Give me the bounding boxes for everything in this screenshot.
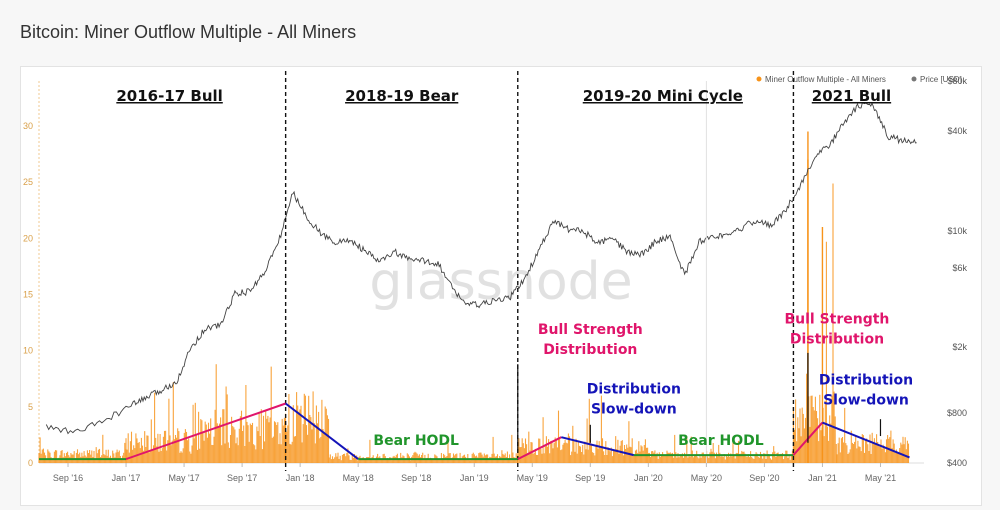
right-axis-tick-label: $400 [947,458,967,468]
trend-overlay-line [561,436,635,457]
x-axis-tick-label: Jan '20 [634,473,663,483]
right-axis-tick-label: $800 [947,408,967,418]
x-axis-tick-label: May '17 [168,473,199,483]
x-axis-tick-label: Jan '19 [460,473,489,483]
x-axis-tick-label: Sep '16 [53,473,83,483]
legend-marker-price [911,76,917,82]
right-axis-tick-label: $80k [947,76,967,86]
annotation-text: Bull Strength [538,322,643,338]
annotation-text: Slow-down [591,401,677,417]
period-label: 2019-20 Mini Cycle [583,87,743,105]
annotation-text: Distribution [587,381,681,397]
legend: Miner Outflow Multiple - All Miners Price… [756,75,962,84]
x-axis-tick-label: May '18 [343,473,374,483]
x-axis-tick-label: Jan '18 [286,473,315,483]
period-label: 2018-19 Bear [345,87,459,105]
left-axis-tick-label: 10 [23,346,33,356]
x-axis-tick-label: Jan '21 [808,473,837,483]
period-label: 2021 Bull [812,87,891,105]
x-axis-tick-label: May '19 [517,473,548,483]
left-axis-tick-label: 20 [23,233,33,243]
right-axis-tick-label: $40k [947,126,967,136]
right-axis-tick-label: $10k [947,226,967,236]
right-axis-tick-label: $6k [952,263,967,273]
trend-overlay-line [822,421,910,459]
left-axis-tick-label: 30 [23,121,33,131]
watermark-text: glassnode [369,252,632,312]
x-axis-tick-label: Sep '17 [227,473,257,483]
x-axis-tick-label: May '20 [691,473,722,483]
chart-card: 0 5 10 15 20 25 30 $400 $800 $2k $6k $10k $40k $80k Se… [20,66,982,506]
annotation-text: Distribution [819,372,913,388]
left-axis-tick-label: 0 [28,458,33,468]
page-title: Bitcoin: Miner Outflow Multiple - All Mi… [20,22,357,42]
left-axis-tick-label: 25 [23,177,33,187]
legend-label-price[interactable]: Price [USD] [920,75,962,84]
x-axis-tick-label: Sep '18 [401,473,431,483]
legend-label-outflow[interactable]: Miner Outflow Multiple - All Miners [765,75,886,84]
annotation-text: Bear HODL [678,433,764,449]
legend-marker-outflow [756,76,762,82]
x-axis-tick-label: Jan '17 [112,473,141,483]
trend-overlay-line [517,436,562,460]
trend-overlay-line [284,402,359,460]
x-axis-tick-label: Sep '19 [575,473,605,483]
annotation-text: Distribution [790,332,884,348]
left-axis-tick-label: 5 [28,402,33,412]
annotation-text: Bull Strength [784,312,889,328]
period-label: 2016-17 Bull [116,87,222,105]
chart-svg[interactable]: 0 5 10 15 20 25 30 $400 $800 $2k $6k $10k $40k $80k Se… [21,67,983,507]
x-axis-tick-label: May '21 [865,473,896,483]
price-line [45,102,917,435]
x-axis-tick-label: Sep '20 [749,473,779,483]
right-axis-tick-label: $2k [952,342,967,352]
trend-overlay-line [125,402,286,461]
annotation-text: Distribution [543,342,637,358]
annotation-text: Slow-down [823,392,909,408]
left-axis-tick-label: 15 [23,289,33,299]
annotation-text: Bear HODL [373,433,459,449]
